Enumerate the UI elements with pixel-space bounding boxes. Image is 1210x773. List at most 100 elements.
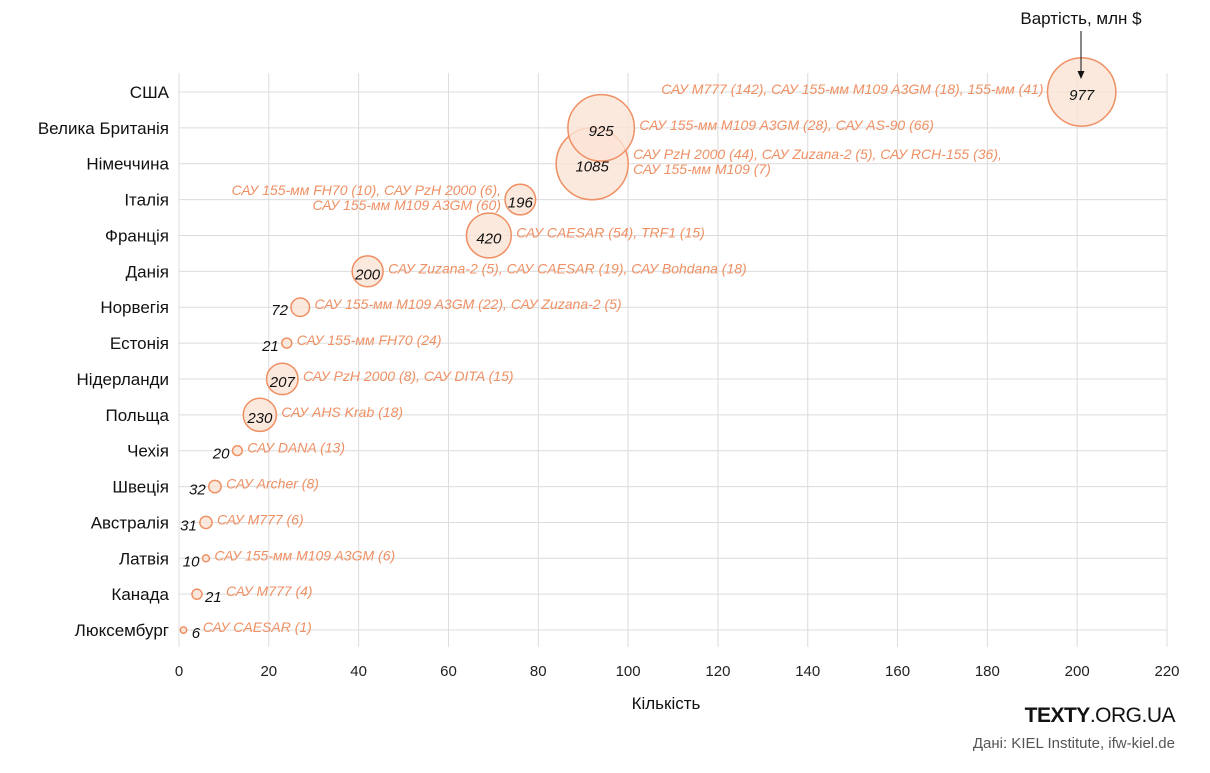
bubble	[199, 515, 213, 530]
value-label: 32	[189, 482, 206, 499]
bubble	[179, 626, 188, 634]
category-label: Люксембург	[75, 621, 169, 640]
equipment-note: САУ M777 (4)	[226, 583, 313, 599]
equipment-note-line: САУ AHS Krab (18)	[281, 404, 403, 420]
category-label: Латвія	[119, 549, 169, 568]
bubble	[567, 93, 636, 162]
bubble	[351, 255, 384, 288]
x-axis-ticks: 0 20 40 60 80 100 120 140 160 180 200 220	[175, 663, 1180, 680]
bubble	[504, 183, 537, 216]
category-label: Канада	[111, 585, 169, 604]
equipment-note: САУ Zuzana-2 (5), САУ CAESAR (19), САУ B…	[388, 260, 747, 276]
value-label: 20	[212, 446, 230, 463]
bubble	[201, 554, 211, 563]
category-label: США	[130, 83, 170, 102]
equipment-note: САУ 155-мм FH70 (24)	[297, 332, 442, 348]
value-label: 207	[269, 374, 296, 391]
equipment-note: САУ Archer (8)	[226, 476, 319, 492]
category-label: Чехія	[127, 442, 169, 461]
category-label: Данія	[126, 262, 169, 281]
equipment-note: САУ 155-мм M109 A3GM (6)	[214, 547, 395, 563]
x-tick-label: 20	[260, 663, 277, 680]
bubble	[290, 297, 311, 318]
bubble	[207, 479, 222, 494]
equipment-note-line: САУ PzH 2000 (8), САУ DITA (15)	[303, 368, 514, 384]
bubble	[281, 337, 293, 349]
equipment-note-line: САУ 155-мм M109 A3GM (6)	[214, 547, 395, 563]
equipment-note-line: САУ CAESAR (1)	[203, 619, 312, 635]
value-label: 6	[192, 625, 201, 642]
data-source: Дані: KIEL Institute, ifw-kiel.de	[972, 735, 1175, 752]
bubble	[1046, 57, 1117, 127]
equipment-note: САУ M777 (142), САУ 155-мм M109 A3GM (18…	[661, 81, 1043, 97]
value-label: 925	[589, 123, 615, 140]
value-label: 977	[1069, 87, 1095, 104]
bubble	[465, 212, 513, 259]
x-tick-label: 40	[350, 663, 367, 680]
size-legend-title: Вартість, млн $	[1020, 9, 1142, 28]
value-label: 72	[271, 302, 288, 319]
equipment-note: САУ 155-мм M109 A3GM (22), САУ Zuzana-2 …	[315, 296, 622, 312]
equipment-note-line: САУ DANA (13)	[247, 440, 345, 456]
value-label: 1085	[575, 159, 609, 176]
equipment-note: САУ PzH 2000 (8), САУ DITA (15)	[303, 368, 514, 384]
equipment-note: САУ 155-мм M109 A3GM (28), САУ AS-90 (66…	[639, 117, 934, 133]
category-label: Нідерланди	[77, 370, 169, 389]
x-tick-label: 60	[440, 663, 457, 680]
x-tick-label: 160	[885, 663, 910, 680]
equipment-note: САУ DANA (13)	[247, 440, 345, 456]
value-label: 200	[354, 266, 381, 283]
category-label: Польща	[105, 406, 169, 425]
category-label: Німеччина	[86, 155, 169, 174]
x-tick-label: 140	[795, 663, 820, 680]
x-tick-label: 80	[530, 663, 547, 680]
category-label: Франція	[105, 226, 169, 245]
bubble	[242, 397, 278, 433]
category-label: Естонія	[110, 334, 169, 353]
equipment-note: САУ PzH 2000 (44), САУ Zuzana-2 (5), САУ…	[633, 146, 1002, 177]
category-label: Швеція	[112, 478, 169, 497]
bubbles	[179, 57, 1117, 634]
equipment-note-line: САУ 155-мм M109 A3GM (22), САУ Zuzana-2 …	[315, 296, 622, 312]
x-tick-label: 220	[1154, 663, 1179, 680]
equipment-note: САУ M777 (6)	[217, 511, 304, 527]
equipment-note-line: САУ 155-мм M109 (7)	[633, 161, 771, 177]
equipment-note-line: САУ M777 (142), САУ 155-мм M109 A3GM (18…	[661, 81, 1043, 97]
x-tick-label: 200	[1065, 663, 1090, 680]
equipment-note: САУ CAESAR (54), TRF1 (15)	[516, 224, 705, 240]
category-labels: США Велика Британія Німеччина Італія Франція…	[38, 83, 170, 640]
equipment-note-line: САУ 155-мм FH70 (10), САУ PzH 2000 (6),	[232, 182, 501, 198]
brand-logo: TEXTY.ORG.UA	[1024, 704, 1176, 728]
equipment-note-line: САУ 155-мм M109 A3GM (28), САУ AS-90 (66…	[639, 117, 934, 133]
x-tick-label: 180	[975, 663, 1000, 680]
equipment-note-line: САУ M777 (6)	[217, 511, 304, 527]
equipment-note: САУ AHS Krab (18)	[281, 404, 403, 420]
equipment-note-line: САУ Archer (8)	[226, 476, 319, 492]
category-label: Норвегія	[100, 298, 169, 317]
bubble-labels: 977 САУ M777 (142), САУ 155-мм M109 A3GM …	[180, 81, 1095, 642]
x-tick-label: 0	[175, 663, 183, 680]
equipment-note-line: САУ 155-мм M109 A3GM (60)	[312, 197, 501, 213]
brand-bold: TEXTY	[1024, 704, 1091, 727]
equipment-note-line: САУ CAESAR (54), TRF1 (15)	[516, 224, 705, 240]
bubble	[265, 362, 299, 396]
x-tick-label: 100	[616, 663, 641, 680]
equipment-note-line: САУ 155-мм FH70 (24)	[297, 332, 442, 348]
bubble	[231, 445, 244, 457]
value-label: 21	[261, 338, 279, 355]
category-label: Австралія	[91, 513, 169, 532]
value-label: 230	[246, 410, 273, 427]
x-axis-title: Кількість	[632, 694, 701, 713]
value-label: 10	[183, 553, 200, 570]
value-label: 196	[508, 195, 534, 212]
category-label: Велика Британія	[38, 119, 169, 138]
x-tick-label: 120	[705, 663, 730, 680]
equipment-note: САУ CAESAR (1)	[203, 619, 312, 635]
equipment-note-line: САУ Zuzana-2 (5), САУ CAESAR (19), САУ B…	[388, 260, 747, 276]
category-label: Італія	[124, 191, 169, 210]
value-label: 21	[204, 589, 222, 606]
equipment-note-line: САУ PzH 2000 (44), САУ Zuzana-2 (5), САУ…	[633, 146, 1002, 162]
equipment-note-line: САУ M777 (4)	[226, 583, 313, 599]
equipment-note: САУ 155-мм FH70 (10), САУ PzH 2000 (6), С…	[232, 182, 501, 213]
